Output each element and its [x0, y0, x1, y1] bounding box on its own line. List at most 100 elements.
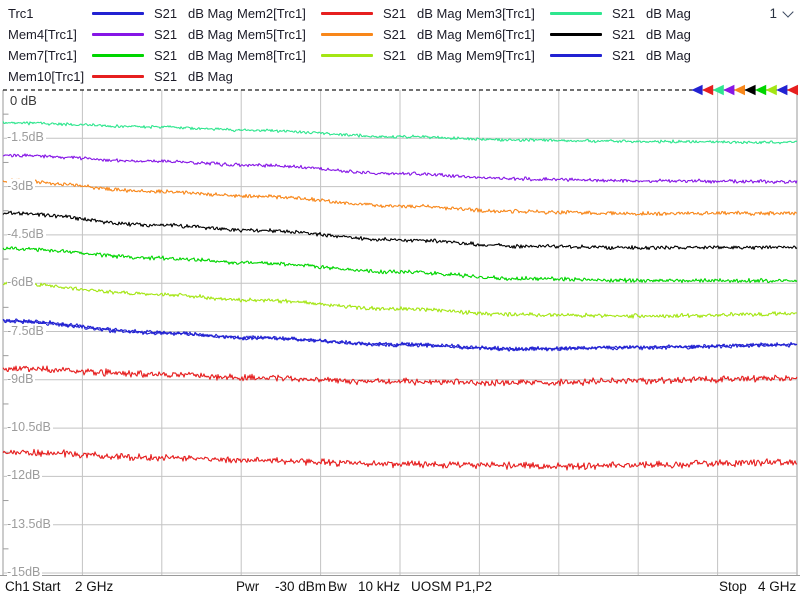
- legend-swatch-wrap: [92, 54, 154, 57]
- ref-marker-mem9trc1[interactable]: [776, 84, 788, 96]
- chevron-down-icon: [782, 5, 794, 18]
- legend-trace-name: Mem5[Trc1]: [237, 27, 306, 42]
- legend-entry-mem10trc1[interactable]: Mem10[Trc1] S21 dB Mag: [8, 69, 237, 84]
- trace-color-swatch: [321, 54, 373, 57]
- y-axis-tick-label: -7.5dB: [7, 323, 46, 339]
- trace-color-swatch: [92, 33, 144, 36]
- trace-mem10trc1: [2, 448, 798, 471]
- y-axis-tick-label: -6dB: [7, 275, 36, 291]
- status-stop-label[interactable]: Stop: [719, 579, 747, 594]
- y-axis-tick-label: -15dB: [7, 565, 43, 580]
- legend-trace-name: Mem4[Trc1]: [8, 27, 77, 42]
- legend-entry-mem2trc1[interactable]: Mem2[Trc1] S21 dB Mag: [237, 6, 466, 21]
- ref-marker-mem8trc1[interactable]: [765, 84, 777, 96]
- status-power-value[interactable]: -30 dBm: [275, 579, 327, 594]
- channel-number: 1: [769, 6, 777, 21]
- ref-marker-mem6trc1[interactable]: [744, 84, 756, 96]
- legend-swatch-wrap: [92, 12, 154, 15]
- ref-level-markers: [691, 84, 798, 96]
- trace-color-swatch: [92, 75, 144, 78]
- trace-legend: Trc1 S21 dB Mag Mem2[Trc1] S21 dB Mag Mem3[Trc…: [0, 3, 760, 87]
- trace-color-swatch: [321, 12, 373, 15]
- legend-parameter: S21: [612, 6, 636, 21]
- trace-color-swatch: [550, 12, 602, 15]
- legend-swatch-wrap: [321, 54, 383, 57]
- status-start-value[interactable]: 2 GHz: [75, 579, 114, 594]
- legend-parameter: S21: [154, 27, 178, 42]
- legend-parameter: S21: [383, 6, 407, 21]
- trace-mem3trc1: [2, 121, 798, 145]
- legend-trace-name: Mem7[Trc1]: [8, 48, 77, 63]
- traces: [2, 121, 798, 471]
- legend-format: dB Mag: [646, 48, 691, 63]
- status-bandwidth-value[interactable]: 10 kHz: [358, 579, 401, 594]
- legend-parameter: S21: [612, 48, 636, 63]
- legend-format: dB Mag: [417, 6, 462, 21]
- trace-mem5trc1: [2, 178, 798, 217]
- ref-marker-trc1[interactable]: [691, 84, 703, 96]
- legend-swatch-wrap: [321, 12, 383, 15]
- legend-format: dB Mag: [417, 27, 462, 42]
- legend-entry-mem6trc1[interactable]: Mem6[Trc1] S21 dB Mag: [466, 27, 695, 42]
- legend-format: dB Mag: [188, 69, 233, 84]
- y-axis-tick-label: -9dB: [7, 371, 36, 387]
- y-axis-tick-label: -3dB: [7, 178, 36, 194]
- legend-entry-mem7trc1[interactable]: Mem7[Trc1] S21 dB Mag: [8, 48, 237, 63]
- legend-row: Mem10[Trc1] S21 dB Mag: [0, 66, 760, 87]
- legend-trace-name: Trc1: [8, 6, 34, 21]
- legend-entry-mem3trc1[interactable]: Mem3[Trc1] S21 dB Mag: [466, 6, 695, 21]
- ref-marker-mem4trc1[interactable]: [723, 84, 735, 96]
- legend-entry-mem5trc1[interactable]: Mem5[Trc1] S21 dB Mag: [237, 27, 466, 42]
- legend-trace-name: Mem9[Trc1]: [466, 48, 535, 63]
- y-axis-tick-label: -12dB: [7, 468, 43, 484]
- legend-format: dB Mag: [646, 6, 691, 21]
- legend-trace-name: Mem10[Trc1]: [8, 69, 85, 84]
- legend-swatch-wrap: [550, 12, 612, 15]
- status-power-label[interactable]: Pwr: [236, 579, 260, 594]
- ref-marker-mem2trc1[interactable]: [702, 84, 714, 96]
- legend-trace-name: Mem2[Trc1]: [237, 6, 306, 21]
- trace-mem6trc1: [2, 210, 798, 251]
- trace-mem4trc1: [2, 153, 798, 185]
- trace-mem2trc1: [2, 365, 798, 387]
- status-stop-value[interactable]: 4 GHz: [758, 579, 797, 594]
- status-bandwidth-label[interactable]: Bw: [328, 579, 347, 594]
- legend-swatch-wrap: [321, 33, 383, 36]
- legend-format: dB Mag: [188, 6, 233, 21]
- legend-row: Trc1 S21 dB Mag Mem2[Trc1] S21 dB Mag Mem3[Trc…: [0, 3, 760, 24]
- y-axis-tick-label: -10.5dB: [7, 420, 53, 436]
- trace-color-swatch: [550, 54, 602, 57]
- status-bar: Ch1 Start 2 GHz Pwr -30 dBm Bw 10 kHz UOSM P1,P…: [0, 577, 800, 600]
- legend-parameter: S21: [383, 48, 407, 63]
- ref-marker-mem3trc1[interactable]: [712, 84, 724, 96]
- legend-trace-name: Mem6[Trc1]: [466, 27, 535, 42]
- legend-entry-trc1[interactable]: Trc1 S21 dB Mag: [8, 6, 237, 21]
- legend-entry-mem4trc1[interactable]: Mem4[Trc1] S21 dB Mag: [8, 27, 237, 42]
- legend-parameter: S21: [154, 69, 178, 84]
- channel-selector[interactable]: 1: [769, 5, 794, 21]
- legend-trace-name: Mem3[Trc1]: [466, 6, 535, 21]
- legend-swatch-wrap: [550, 54, 612, 57]
- trace-color-swatch: [321, 33, 373, 36]
- legend-entry-mem8trc1[interactable]: Mem8[Trc1] S21 dB Mag: [237, 48, 466, 63]
- ref-marker-mem5trc1[interactable]: [733, 84, 745, 96]
- trace-color-swatch: [550, 33, 602, 36]
- legend-parameter: S21: [154, 6, 178, 21]
- legend-row: Mem4[Trc1] S21 dB Mag Mem5[Trc1] S21 dB Mag Me…: [0, 24, 760, 45]
- ref-level-label: 0 dB: [10, 93, 37, 108]
- legend-parameter: S21: [383, 27, 407, 42]
- ref-marker-mem7trc1[interactable]: [755, 84, 767, 96]
- status-cal-status: UOSM P1,P2: [411, 579, 493, 594]
- legend-format: dB Mag: [646, 27, 691, 42]
- legend-swatch-wrap: [92, 33, 154, 36]
- legend-swatch-wrap: [92, 75, 154, 78]
- legend-entry-mem9trc1[interactable]: Mem9[Trc1] S21 dB Mag: [466, 48, 695, 63]
- y-axis-tick-label: -4.5dB: [7, 226, 46, 242]
- status-start-label[interactable]: Start: [32, 579, 61, 594]
- legend-parameter: S21: [612, 27, 636, 42]
- trace-color-swatch: [92, 12, 144, 15]
- ref-marker-mem10trc1[interactable]: [786, 84, 798, 96]
- legend-format: dB Mag: [417, 48, 462, 63]
